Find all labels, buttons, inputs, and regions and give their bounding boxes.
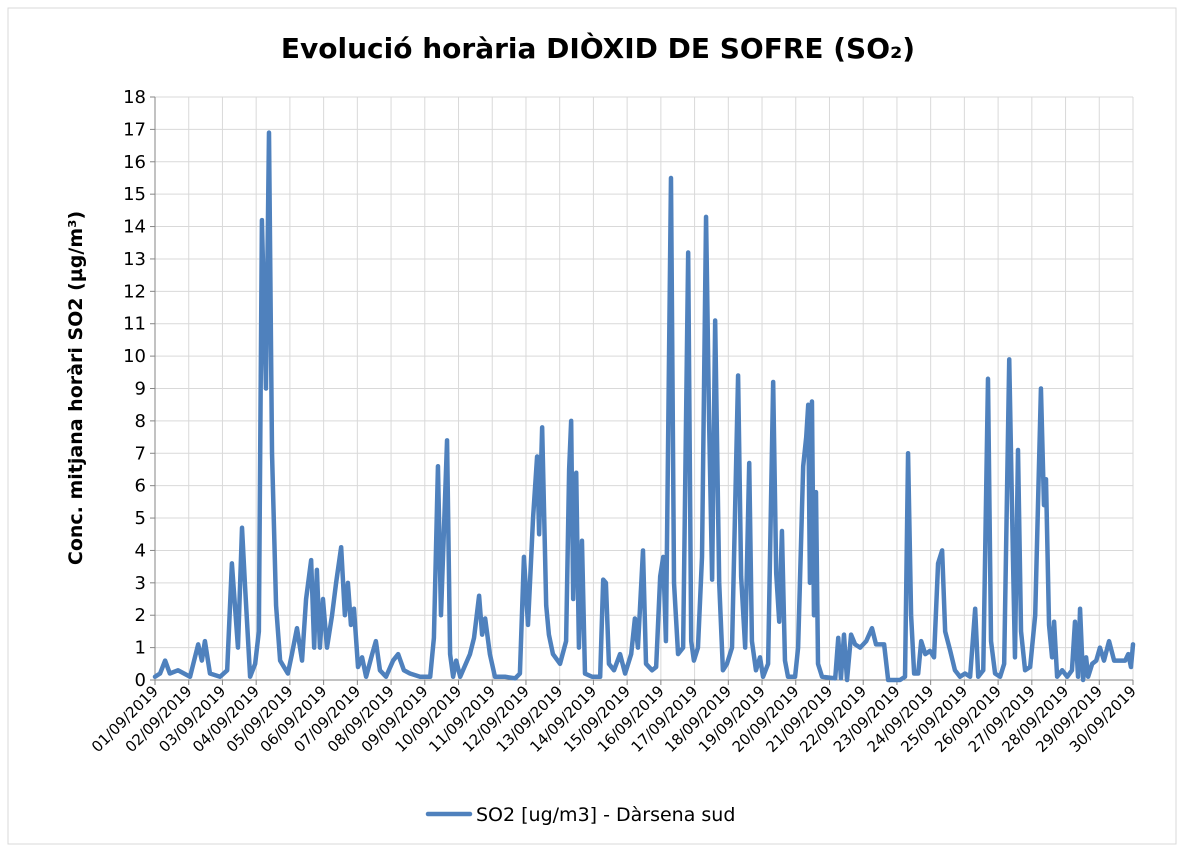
y-tick-label: 4 (135, 540, 146, 561)
y-tick-label: 6 (135, 476, 146, 497)
y-tick-label: 11 (123, 314, 146, 335)
y-tick-label: 10 (123, 346, 146, 367)
y-tick-label: 3 (135, 573, 146, 594)
y-tick-label: 13 (123, 249, 146, 270)
y-tick-label: 12 (123, 281, 146, 302)
y-tick-label: 16 (123, 152, 146, 173)
legend-label: SO2 [ug/m3] - Dàrsena sud (476, 804, 735, 826)
y-tick-label: 0 (135, 670, 146, 691)
chart-title: Evolució horària DIÒXID DE SOFRE (SO₂) (281, 31, 915, 65)
y-tick-label: 2 (135, 605, 146, 626)
y-tick-label: 7 (135, 443, 146, 464)
y-tick-label: 18 (123, 87, 146, 108)
plot (152, 130, 1136, 683)
y-tick-label: 1 (135, 638, 146, 659)
y-tick-label: 8 (135, 411, 146, 432)
chart-frame (7, 7, 1177, 845)
y-tick-label: 15 (123, 184, 146, 205)
y-axis-title: Conc. mitjana horàri SO2 (µg/m³) (65, 211, 87, 565)
y-tick-label: 17 (123, 119, 146, 140)
grid (150, 96, 1134, 685)
y-tick-label: 9 (135, 379, 146, 400)
y-tick-label: 5 (135, 508, 146, 529)
series-line (152, 130, 1136, 683)
y-tick-label: 14 (123, 217, 146, 238)
